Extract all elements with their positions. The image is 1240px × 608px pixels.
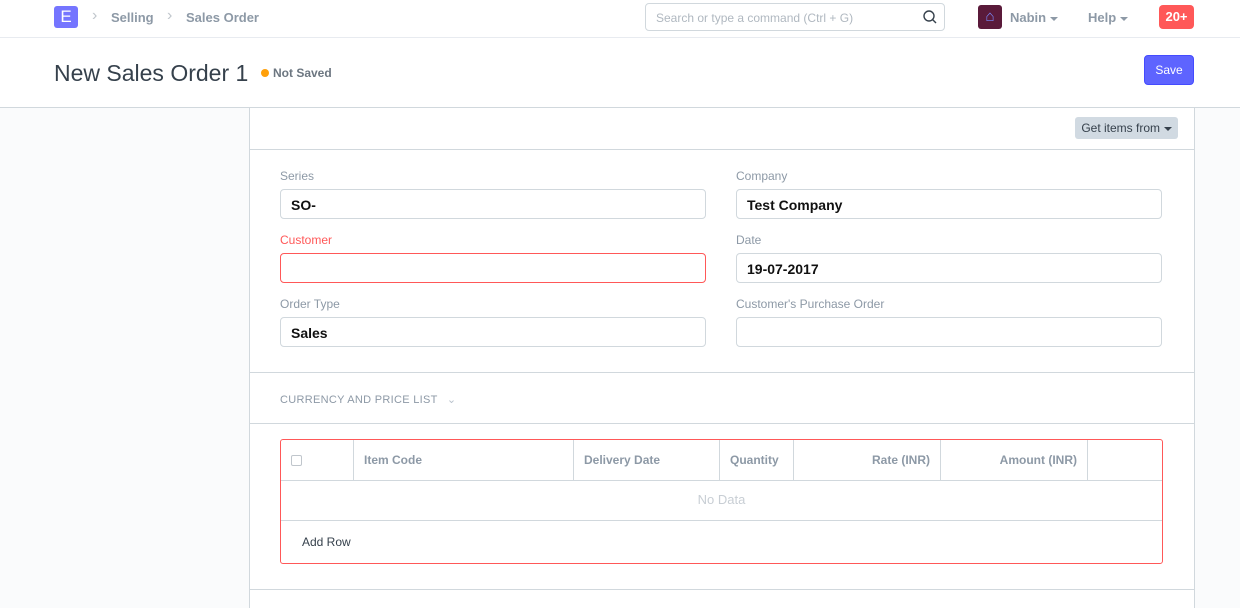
form-card: Get items from Series SO- Company Test C… (249, 108, 1195, 608)
divider (250, 589, 1194, 590)
column-header: Delivery Date (574, 440, 720, 480)
items-table: Item Code Delivery Date Quantity Rate (I… (280, 439, 1163, 564)
customer-field[interactable] (280, 253, 706, 283)
series-label: Series (280, 169, 315, 183)
divider (281, 520, 1162, 521)
chevron-down-icon: ⌄ (446, 394, 457, 406)
notifications-badge[interactable]: 20+ (1159, 5, 1194, 29)
caret-down-icon (1120, 16, 1129, 21)
form-toolbar: Get items from (250, 108, 1194, 150)
column-header: Amount (INR) (941, 440, 1088, 480)
order-type-field[interactable]: Sales (280, 317, 706, 347)
company-field[interactable]: Test Company (736, 189, 1162, 219)
section-currency-price-list[interactable]: CURRENCY AND PRICE LIST ⌄ (280, 393, 456, 406)
series-field[interactable]: SO- (280, 189, 706, 219)
get-items-from-button[interactable]: Get items from (1075, 117, 1178, 139)
divider (250, 372, 1194, 373)
app-logo[interactable]: E (54, 6, 78, 28)
column-header: Rate (INR) (794, 440, 941, 480)
help-label: Help (1088, 10, 1117, 25)
caret-down-icon (1164, 126, 1172, 131)
breadcrumb-selling[interactable]: Selling (111, 10, 154, 25)
breadcrumb-sales-order[interactable]: Sales Order (186, 10, 259, 25)
caret-down-icon (1050, 16, 1059, 21)
date-field[interactable]: 19-07-2017 (736, 253, 1162, 283)
chevron-right-icon: › (167, 7, 173, 24)
search-placeholder: Search or type a command (Ctrl + G) (656, 11, 854, 25)
customer-label: Customer (280, 233, 333, 247)
purchase-order-label: Customer's Purchase Order (736, 297, 885, 311)
section-title: CURRENCY AND PRICE LIST (280, 394, 438, 406)
company-label: Company (736, 169, 788, 183)
date-label: Date (736, 233, 762, 247)
column-header: Item Code (354, 440, 574, 480)
select-all-checkbox[interactable] (291, 455, 302, 467)
user-menu[interactable]: Nabin (1010, 10, 1059, 25)
help-menu[interactable]: Help (1088, 10, 1129, 25)
status-dot-icon (261, 69, 269, 77)
search-icon (923, 10, 937, 24)
user-name: Nabin (1010, 10, 1047, 25)
status-indicator: Not Saved (261, 66, 332, 80)
save-button[interactable]: Save (1144, 55, 1194, 85)
divider (250, 423, 1194, 424)
status-text: Not Saved (273, 66, 332, 80)
get-items-label: Get items from (1081, 121, 1160, 135)
add-row-button[interactable]: Add Row (302, 535, 351, 549)
avatar[interactable]: ⌂ (978, 5, 1002, 29)
page-title: New Sales Order 1 (54, 60, 249, 86)
navbar: E › Selling › Sales Order Search or type… (0, 0, 1240, 38)
search-input[interactable]: Search or type a command (Ctrl + G) (645, 3, 945, 31)
select-all-cell (281, 440, 354, 480)
chevron-right-icon: › (92, 7, 98, 24)
column-header: Quantity (720, 440, 794, 480)
page-head: New Sales Order 1 Not Saved Save (0, 38, 1240, 108)
divider (281, 480, 1162, 481)
order-type-label: Order Type (280, 297, 340, 311)
no-data-text: No Data (697, 492, 746, 507)
purchase-order-field[interactable] (736, 317, 1162, 347)
